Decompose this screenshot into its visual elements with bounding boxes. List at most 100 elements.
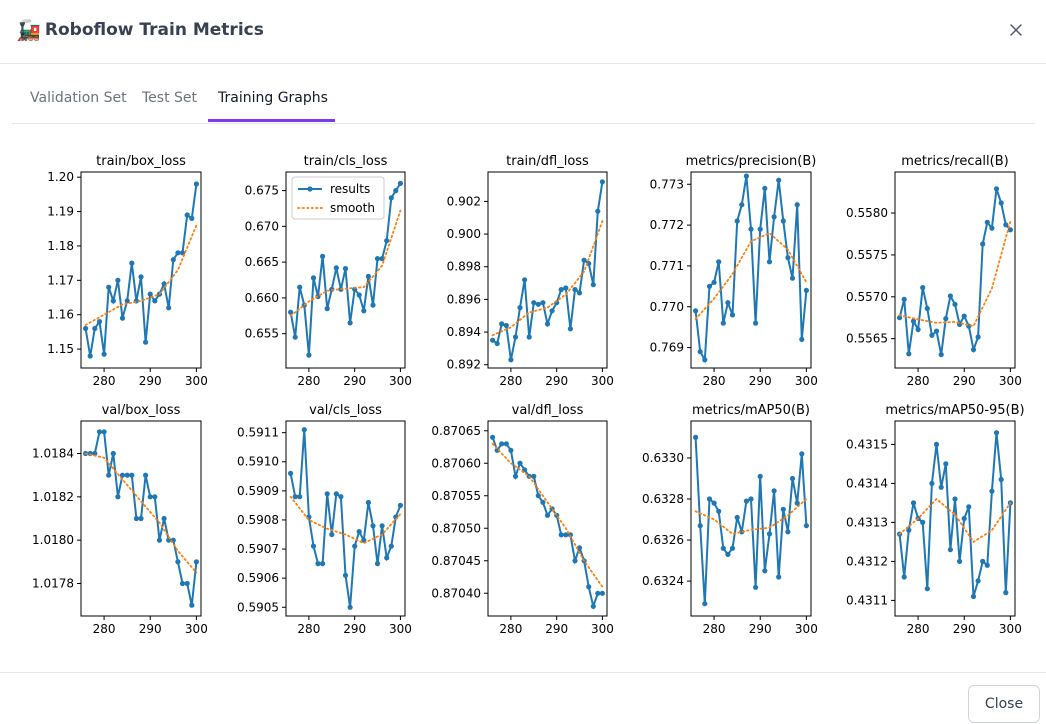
data-point [374, 256, 381, 262]
chart-9: metrics/mAP50(B) 280 290 300 0.6324 0.6326 0.6… [642, 403, 818, 636]
tab-training-graphs[interactable]: Training Graphs [218, 90, 328, 106]
data-point [189, 602, 195, 608]
data-point [156, 537, 163, 543]
y-tick-label: 0.4312 [846, 554, 888, 568]
legend-results-marker [307, 186, 313, 192]
legend-smooth-label: smooth [330, 201, 375, 215]
y-tick-label: 0.665 [245, 255, 279, 269]
data-point [324, 306, 330, 312]
data-point [929, 480, 935, 486]
data-point [370, 302, 376, 308]
data-point [558, 532, 564, 538]
data-point [189, 215, 195, 221]
data-point [347, 320, 353, 326]
data-point [998, 476, 1004, 483]
y-tick-label: 0.87060 [431, 456, 481, 470]
chart-title: val/cls_loss [309, 403, 382, 418]
data-point [729, 312, 736, 318]
data-point [379, 523, 385, 529]
data-point [393, 188, 399, 194]
data-point [702, 601, 708, 607]
x-tick-label: 290 [953, 374, 976, 388]
data-point [590, 603, 596, 609]
data-point [388, 195, 394, 201]
data-point [989, 488, 995, 494]
data-point [124, 472, 130, 478]
data-point [138, 274, 144, 280]
y-tick-label: 0.87045 [431, 554, 481, 568]
data-point [540, 300, 546, 306]
data-point [776, 177, 782, 183]
data-point [766, 531, 773, 537]
data-point [590, 282, 596, 288]
data-point [92, 325, 98, 332]
data-point [193, 181, 199, 187]
close-icon[interactable] [1004, 18, 1028, 42]
x-tick-label: 300 [185, 374, 208, 388]
data-point [320, 253, 326, 259]
plot-frame [690, 420, 812, 617]
data-point [757, 226, 763, 232]
smooth-line [898, 497, 1012, 544]
data-point [943, 461, 949, 467]
chart-title: metrics/mAP50(B) [692, 403, 810, 418]
data-point [110, 298, 116, 304]
data-point [499, 321, 505, 327]
data-point [138, 515, 144, 522]
x-tick-label: 300 [389, 622, 412, 636]
data-point [115, 494, 121, 500]
y-tick-label: 0.770 [650, 300, 684, 314]
x-tick-label: 290 [139, 374, 162, 388]
smooth-line [289, 209, 402, 317]
data-point [356, 292, 362, 298]
data-point [938, 352, 944, 358]
dialog-header: 🚂 Roboflow Train Metrics [0, 0, 1046, 64]
y-tick-label: 0.6328 [642, 492, 684, 506]
data-point [87, 353, 93, 359]
data-point [943, 316, 949, 322]
plot-frame [894, 420, 1016, 617]
data-point [711, 279, 717, 285]
data-point [771, 488, 777, 494]
y-tick-label: 0.660 [245, 291, 279, 305]
data-point [753, 584, 759, 590]
tab-test-set[interactable]: Test Set [142, 90, 198, 106]
data-point [910, 500, 917, 506]
data-point [975, 578, 981, 584]
chart-10: metrics/mAP50-95(B) 280 290 300 0.4311 0.4312… [846, 403, 1025, 636]
data-point [179, 580, 186, 587]
data-point [743, 498, 750, 504]
data-point [161, 515, 167, 522]
smooth-line [84, 452, 198, 574]
data-point [101, 429, 107, 435]
dialog-title: Roboflow Train Metrics [44, 20, 264, 40]
y-tick-label: 0.6330 [642, 451, 684, 465]
y-tick-label: 0.655 [245, 327, 279, 341]
y-tick-label: 0.5580 [846, 206, 888, 220]
data-point [572, 287, 578, 293]
data-point [794, 202, 800, 208]
x-tick-label: 290 [139, 622, 162, 636]
y-tick-label: 1.15 [47, 342, 74, 356]
data-point [910, 318, 917, 324]
y-tick-label: 0.87055 [431, 489, 481, 503]
data-point [933, 328, 940, 334]
chart-title: train/cls_loss [304, 154, 388, 169]
tab-validation-set[interactable]: Validation Set [30, 90, 127, 106]
results-line [492, 181, 604, 360]
y-tick-label: 1.0178 [32, 577, 74, 591]
close-button[interactable]: Close [968, 685, 1040, 723]
data-point [586, 584, 592, 590]
data-point [780, 506, 786, 512]
data-point [147, 291, 153, 297]
data-point [83, 325, 89, 332]
chart-5: metrics/recall(B) 280 290 300 0.5565 0.5570 0.… [846, 154, 1022, 388]
smooth-line [898, 220, 1012, 328]
data-point [531, 473, 537, 479]
x-tick-label: 280 [907, 622, 930, 636]
training-graphs-panel: train/box_loss 280 290 300 1.15 1.16 1.17 1.18 1… [0, 124, 1046, 672]
chart-3: train/dfl_loss 280 290 300 0.892 0.894 0.896 0.… [447, 154, 614, 388]
y-tick-label: 0.898 [447, 260, 481, 274]
data-point [96, 429, 103, 435]
y-tick-label: 0.896 [447, 292, 481, 306]
